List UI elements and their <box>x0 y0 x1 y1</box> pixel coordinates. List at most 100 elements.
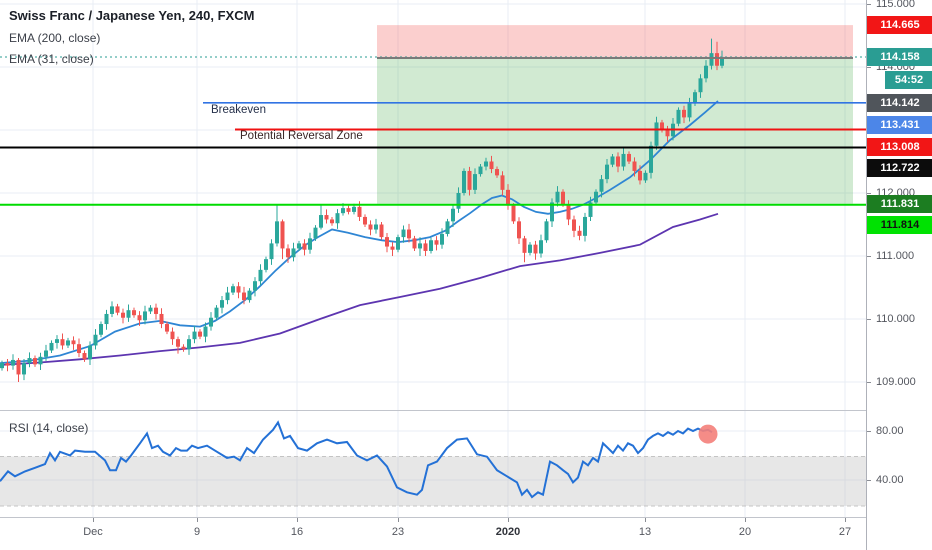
candle-body <box>715 53 719 66</box>
candle-body <box>275 221 279 244</box>
price-axis-tick <box>867 256 871 257</box>
candle-body <box>27 358 32 364</box>
candle-body <box>401 229 406 238</box>
black-level-price-badge: 112.722 <box>867 159 932 177</box>
current-price-badge: 114.158 <box>867 48 932 66</box>
candle-body <box>49 342 54 351</box>
chart-canvas[interactable] <box>0 0 866 550</box>
price-axis-label: 109.000 <box>876 376 916 388</box>
candle-body <box>242 292 246 301</box>
pane-separator-main-rsi[interactable] <box>0 410 932 411</box>
time-axis-tick <box>93 518 94 522</box>
candle-body <box>599 179 604 192</box>
candle-body <box>269 243 274 260</box>
candle-body <box>632 161 637 171</box>
candle-body <box>66 340 70 346</box>
candle-body <box>236 286 241 293</box>
candle-body <box>110 306 114 314</box>
candle-body <box>165 324 169 332</box>
rsi-line <box>0 420 713 499</box>
candle-body <box>297 243 301 249</box>
candle-body <box>533 244 538 254</box>
candle-body <box>407 229 411 239</box>
potential-reversal-zone-label[interactable]: Potential Reversal Zone <box>240 130 363 142</box>
candle-body <box>280 221 285 249</box>
candle-body <box>286 248 290 258</box>
candle-body <box>99 324 103 335</box>
candle-body <box>60 339 65 346</box>
candle-body <box>467 170 472 190</box>
time-axis-tick <box>645 518 646 522</box>
rsi-marker-circle[interactable] <box>698 424 718 444</box>
candle-body <box>687 103 692 118</box>
price-axis-label: 115.000 <box>876 0 915 10</box>
time-axis-tick <box>197 518 198 522</box>
short-position-target-zone[interactable] <box>377 58 853 204</box>
candle-body <box>506 189 510 206</box>
candle-body <box>704 65 708 79</box>
price-axis[interactable]: 115.000114.000113.000112.000111.000110.0… <box>866 0 932 550</box>
candle-body <box>335 213 340 224</box>
candle-body <box>544 221 549 241</box>
legend-rsi[interactable]: RSI (14, close) <box>9 421 89 435</box>
candle-body <box>583 216 587 236</box>
legend-ema31[interactable]: EMA (31, close) <box>9 52 94 66</box>
symbol-title: Swiss Franc / Japanese Yen, 240, FXCM <box>9 8 255 23</box>
time-axis-tick <box>745 518 746 522</box>
candle-body <box>638 170 642 181</box>
candle-body <box>412 238 417 249</box>
candle-body <box>478 166 483 175</box>
candle-body <box>484 161 488 167</box>
candle-body <box>258 269 263 282</box>
candle-body <box>660 122 664 130</box>
legend-ema200[interactable]: EMA (200, close) <box>9 31 101 45</box>
price-axis-tick <box>867 193 871 194</box>
candle-body <box>473 174 477 190</box>
candle-body <box>148 307 153 312</box>
candle-body <box>456 193 461 209</box>
candle-body <box>654 122 659 146</box>
candle-body <box>440 233 444 245</box>
time-axis-label: 27 <box>838 526 852 538</box>
candle-body <box>154 307 158 314</box>
candle-body <box>550 202 554 222</box>
candle-body <box>561 191 565 205</box>
candle-body <box>0 363 4 369</box>
time-axis-label: Dec <box>83 526 103 538</box>
candle-body <box>643 172 648 181</box>
price-axis-tick <box>867 319 871 320</box>
candle-body <box>143 311 147 321</box>
candle-body <box>291 248 296 258</box>
candle-body <box>500 175 505 190</box>
candle-body <box>588 202 593 217</box>
candle-body <box>132 310 136 316</box>
candle-body <box>418 243 422 249</box>
short-position-stop-zone[interactable] <box>377 25 853 59</box>
time-axis[interactable]: Dec 9 16 23 2020 13 20 27 <box>0 518 866 550</box>
price-axis-tick <box>867 382 871 383</box>
time-axis-label: 13 <box>638 526 652 538</box>
candle-body <box>126 310 131 318</box>
candle-body <box>363 216 367 225</box>
candle-body <box>577 230 582 236</box>
candle-body <box>38 356 43 365</box>
candle-body <box>5 363 10 366</box>
bar-countdown-badge: 54:52 <box>885 71 932 89</box>
candle-body <box>379 224 384 238</box>
candle-body <box>352 206 356 212</box>
candle-body <box>374 224 378 230</box>
time-axis-tick <box>398 518 399 522</box>
pane-separator-rsi-time <box>0 517 932 518</box>
breakeven-price-badge: 113.431 <box>867 116 932 134</box>
breakeven-line-label[interactable]: Breakeven <box>211 104 266 116</box>
price-axis-tick <box>867 480 871 481</box>
candle-body <box>93 334 98 346</box>
candle-body <box>319 215 323 228</box>
candle-body <box>676 109 681 124</box>
candle-body <box>495 169 499 176</box>
candle-body <box>308 238 312 250</box>
candle-body <box>55 339 59 343</box>
candle-body <box>429 240 433 251</box>
candle-body <box>231 286 235 293</box>
candle-body <box>214 307 219 318</box>
